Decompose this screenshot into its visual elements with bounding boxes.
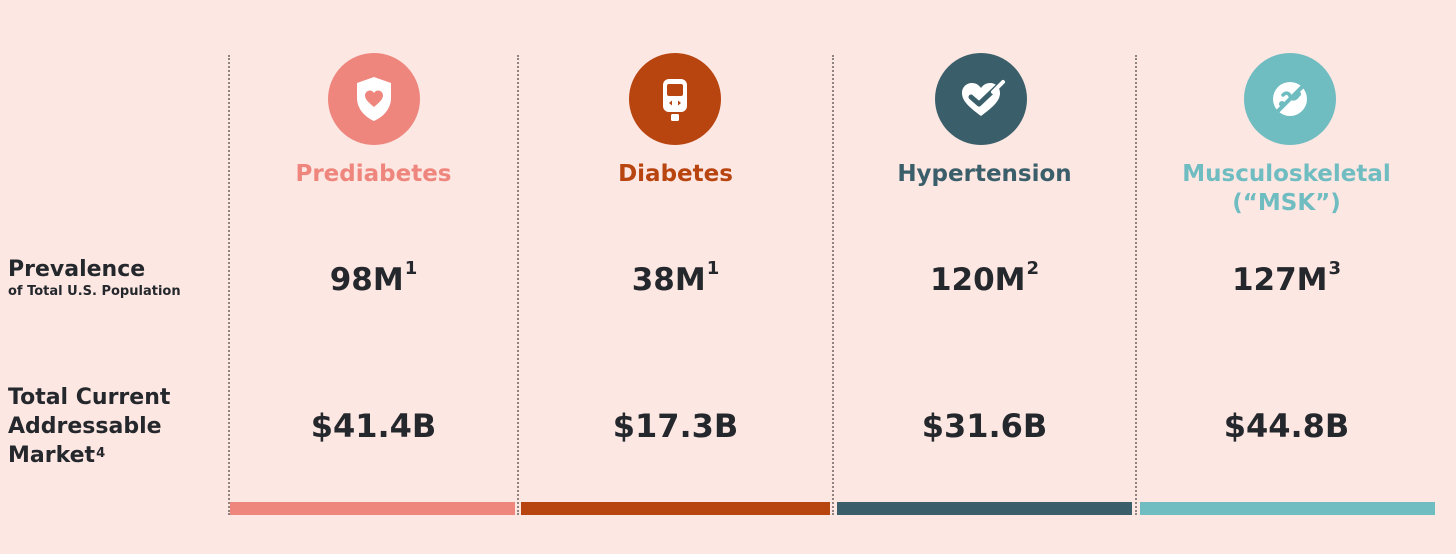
- prevalence-footnote: 2: [1026, 258, 1040, 279]
- tam-label-market: Market: [8, 443, 96, 468]
- column-divider: [832, 55, 834, 515]
- prevalence-number: 127M: [1231, 262, 1328, 298]
- column-diabetes: Diabetes 38M1 $17.3B: [519, 0, 832, 554]
- prevalence-value: 127M3: [1137, 258, 1436, 298]
- prevalence-value: 98M1: [230, 258, 517, 298]
- prevalence-footnote: 3: [1328, 258, 1342, 279]
- column-title: Diabetes: [519, 160, 832, 189]
- tam-label-line-1: Total Current: [8, 385, 171, 410]
- column-divider: [517, 55, 519, 515]
- color-bar-prediabetes: [230, 502, 515, 515]
- tam-label-line-2: Addressable: [8, 414, 162, 439]
- glucose-meter-icon: [629, 53, 721, 145]
- bone-joint-icon: [1244, 53, 1336, 145]
- column-title-text: Diabetes: [618, 161, 733, 187]
- shield-heart-icon: [328, 53, 420, 145]
- column-title-abbrev: (“MSK”): [1232, 190, 1341, 216]
- column-musculoskeletal: Musculoskeletal (“MSK”) 127M3 $44.8B: [1137, 0, 1436, 554]
- prevalence-row-label: Prevalence of Total U.S. Population: [8, 256, 181, 300]
- prevalence-title: Prevalence: [8, 257, 146, 282]
- tam-footnote-marker: 4: [96, 446, 106, 461]
- tam-value: $17.3B: [612, 407, 739, 445]
- column-prediabetes: Prediabetes 98M1 $41.4B: [230, 0, 517, 554]
- column-title: Musculoskeletal (“MSK”): [1137, 160, 1436, 218]
- prevalence-number: 38M: [631, 262, 706, 298]
- tam-label-line-3: Market4: [8, 441, 170, 470]
- tam-value: $31.6B: [921, 407, 1048, 445]
- color-bar-musculoskeletal: [1140, 502, 1435, 515]
- prevalence-number: 98M: [329, 262, 404, 298]
- tam-value: $44.8B: [1223, 407, 1350, 445]
- prevalence-number: 120M: [929, 262, 1026, 298]
- column-title: Prediabetes: [230, 160, 517, 189]
- column-title-text: Hypertension: [897, 161, 1072, 187]
- prevalence-footnote: 1: [404, 258, 418, 279]
- column-title-text: Musculoskeletal: [1182, 161, 1391, 187]
- prevalence-value: 38M1: [519, 258, 832, 298]
- column-title-text: Prediabetes: [295, 161, 452, 187]
- heart-check-icon: [935, 53, 1027, 145]
- prevalence-subtitle: of Total U.S. Population: [8, 284, 181, 299]
- column-divider: [1135, 55, 1137, 515]
- column-divider: [228, 55, 230, 515]
- color-bar-hypertension: [837, 502, 1132, 515]
- prevalence-footnote: 1: [706, 258, 720, 279]
- column-hypertension: Hypertension 120M2 $31.6B: [834, 0, 1135, 554]
- tam-value: $41.4B: [310, 407, 437, 445]
- tam-row-label: Total Current Addressable Market4: [8, 383, 170, 470]
- color-bar-diabetes: [521, 502, 830, 515]
- column-title: Hypertension: [834, 160, 1135, 189]
- prevalence-value: 120M2: [834, 258, 1135, 298]
